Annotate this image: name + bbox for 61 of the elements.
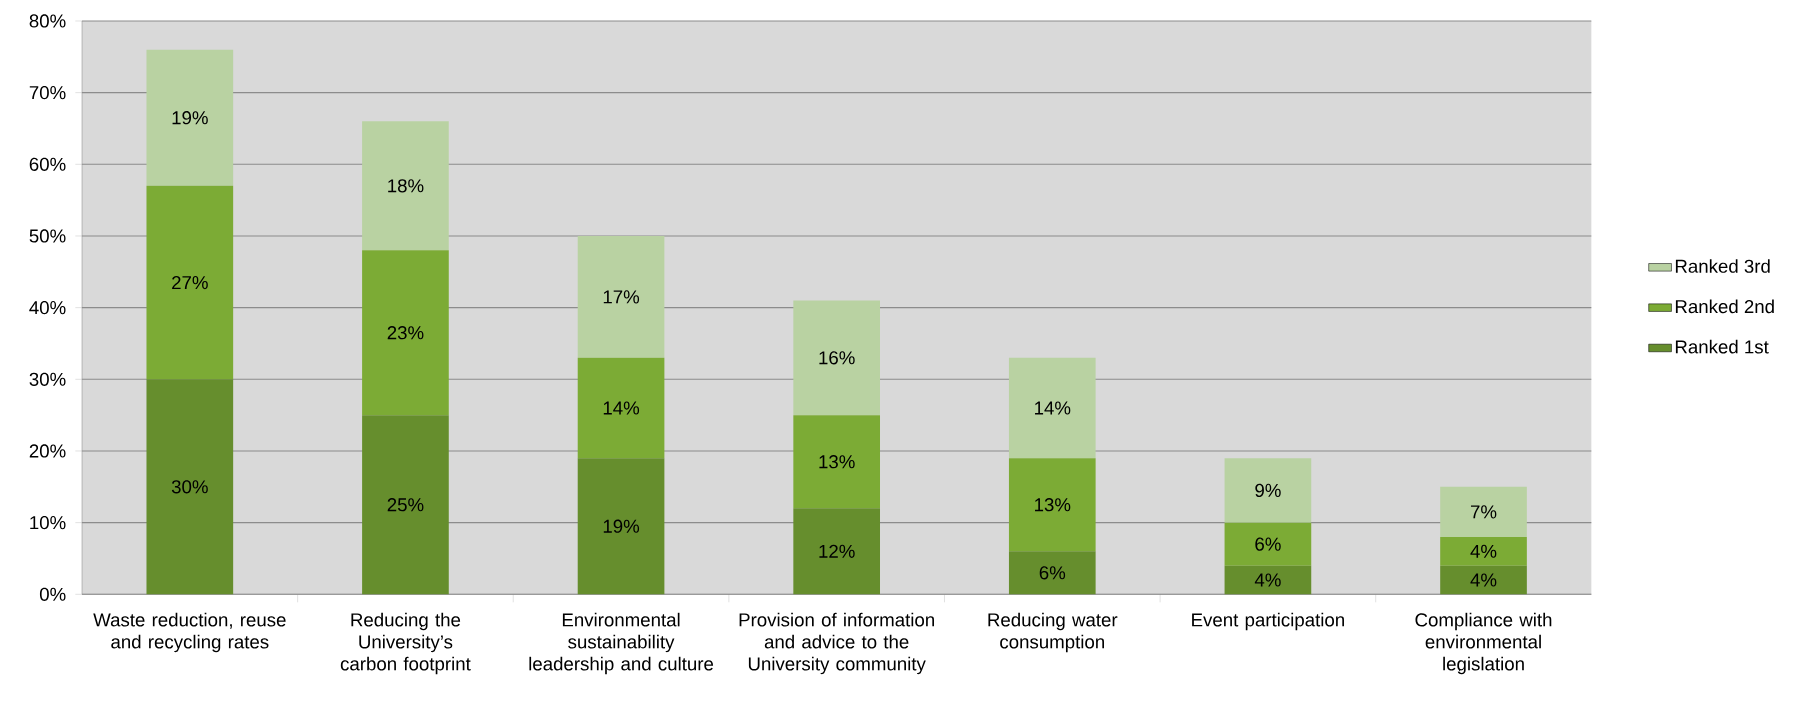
bar	[362, 121, 449, 251]
bar	[1008, 357, 1096, 459]
bar	[793, 508, 880, 595]
bar	[1224, 565, 1312, 595]
bar	[793, 300, 880, 416]
data-label: 7%	[1471, 505, 1497, 519]
y-tick-label: 30%	[29, 372, 66, 386]
data-label: 13%	[819, 455, 855, 469]
data-label: 6%	[1039, 566, 1066, 580]
bar	[793, 415, 880, 509]
bar	[1440, 486, 1527, 537]
data-label: 27%	[172, 275, 208, 290]
data-label: 19%	[172, 111, 208, 125]
x-tick-label: Provision of information and advice to the University community	[739, 612, 934, 675]
y-tick-label: 40%	[29, 301, 66, 315]
data-label: 13%	[1035, 498, 1071, 512]
x-tick-label: Event participation	[1192, 612, 1344, 631]
data-label: 12%	[819, 544, 855, 558]
x-tick-label: Reducing water consumption	[988, 612, 1118, 653]
x-tick-label: Environmental sustainability leadership and culture	[529, 612, 714, 675]
data-label: 4%	[1470, 573, 1497, 587]
data-label: 4%	[1470, 544, 1497, 558]
data-label: 9%	[1255, 483, 1281, 498]
data-label: 4%	[1254, 573, 1281, 587]
y-tick-label: 10%	[30, 516, 66, 530]
bar	[577, 235, 665, 358]
y-tick-label: 20%	[29, 444, 66, 458]
legend-label: Ranked 2nd	[1675, 299, 1774, 314]
y-tick-label: 50%	[29, 229, 66, 243]
data-label: 14%	[1035, 401, 1071, 415]
data-label: 6%	[1255, 537, 1281, 551]
y-tick-label: 70%	[29, 86, 66, 100]
data-label: 23%	[387, 326, 424, 340]
data-label: 30%	[171, 480, 208, 494]
bar	[146, 49, 234, 186]
legend-label: Ranked 1st	[1675, 339, 1769, 354]
data-label: 16%	[819, 351, 855, 365]
bar	[362, 250, 449, 416]
y-tick-label: 0%	[39, 587, 66, 601]
bar	[146, 185, 234, 380]
x-tick-label: Compliance with environmental legislation	[1415, 612, 1552, 675]
data-label: 17%	[603, 290, 640, 304]
data-label: 18%	[388, 179, 424, 193]
bar	[1224, 458, 1312, 523]
bar	[577, 458, 665, 595]
bar	[362, 415, 449, 595]
data-label: 14%	[603, 401, 640, 415]
data-label: 19%	[603, 519, 640, 533]
x-tick-label: Waste reduction, reuse and recycling rates	[93, 612, 286, 653]
bar	[1008, 458, 1096, 552]
legend-label: Ranked 3rd	[1675, 259, 1770, 273]
x-tick-label: Reducing the University’s carbon footprint	[340, 612, 471, 675]
bar	[1440, 536, 1527, 566]
data-label: 25%	[387, 498, 424, 512]
y-tick-label: 60%	[29, 157, 66, 171]
bar	[577, 357, 665, 459]
bar	[1008, 551, 1096, 595]
bar	[146, 379, 234, 595]
bar	[1224, 522, 1312, 566]
y-tick-label: 80%	[29, 14, 66, 28]
bar	[1440, 565, 1527, 595]
